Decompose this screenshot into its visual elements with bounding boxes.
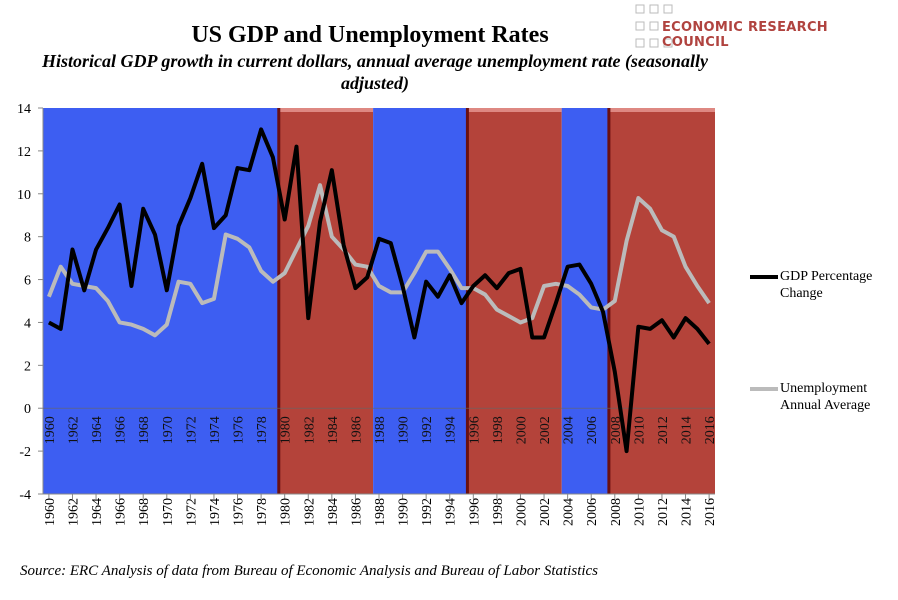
x-tick-label: 1976 bbox=[232, 498, 247, 526]
x-tick-label: 1966 bbox=[114, 498, 129, 526]
x-tick-label: 1986 bbox=[349, 498, 364, 526]
x-tick-label-inner: 1972 bbox=[184, 416, 199, 444]
y-tick-label: 10 bbox=[17, 188, 31, 203]
x-tick-label-inner: 1990 bbox=[397, 416, 412, 444]
x-tick-label: 1990 bbox=[397, 498, 412, 526]
y-tick-label: -4 bbox=[19, 488, 31, 503]
y-tick-label: 14 bbox=[17, 102, 31, 117]
x-tick-label-inner: 1978 bbox=[255, 416, 270, 444]
x-tick-label-inner: 2004 bbox=[562, 416, 577, 444]
x-tick-label-inner: 1974 bbox=[208, 416, 223, 444]
x-tick-label: 1984 bbox=[326, 498, 341, 526]
x-tick-label-inner: 1986 bbox=[349, 416, 364, 444]
x-tick-label: 2012 bbox=[656, 498, 671, 526]
x-tick-label: 2006 bbox=[585, 498, 600, 526]
x-tick-label: 2008 bbox=[609, 498, 624, 526]
x-tick-label-inner: 1996 bbox=[467, 416, 482, 444]
x-tick-label: 1988 bbox=[373, 498, 388, 526]
x-tick-label: 1992 bbox=[420, 498, 435, 526]
x-tick-label-inner: 1980 bbox=[279, 416, 294, 444]
y-tick-label: 12 bbox=[17, 145, 31, 160]
x-tick-label-inner: 1964 bbox=[90, 416, 105, 444]
x-tick-label-inner: 2000 bbox=[514, 416, 529, 444]
x-tick-label: 1980 bbox=[279, 498, 294, 526]
x-tick-label-inner: 2006 bbox=[585, 416, 600, 444]
source-note: Source: ERC Analysis of data from Bureau… bbox=[20, 563, 599, 579]
x-tick-label: 1982 bbox=[302, 498, 317, 526]
x-tick-label: 1970 bbox=[161, 498, 176, 526]
y-tick-label: 8 bbox=[24, 231, 31, 246]
x-tick-label-inner: 1960 bbox=[43, 416, 58, 444]
x-tick-label: 1996 bbox=[467, 498, 482, 526]
x-tick-label: 2010 bbox=[632, 498, 647, 526]
x-tick-label: 1994 bbox=[444, 498, 459, 526]
period-band-top bbox=[608, 108, 715, 112]
y-tick-label: 6 bbox=[24, 274, 31, 289]
chart-subtitle: Historical GDP growth in current dollars… bbox=[42, 51, 708, 93]
x-tick-label-inner: 1988 bbox=[373, 416, 388, 444]
x-tick-label: 2002 bbox=[538, 498, 553, 526]
x-tick-label-inner: 1966 bbox=[114, 416, 129, 444]
x-tick-label-inner: 2002 bbox=[538, 416, 553, 444]
x-tick-label: 2014 bbox=[680, 498, 695, 526]
legend-label: Unemployment Annual Average bbox=[780, 381, 871, 413]
x-tick-label: 1974 bbox=[208, 498, 223, 526]
legend-label: GDP Percentage Change bbox=[780, 269, 873, 301]
y-tick-label: 4 bbox=[24, 316, 31, 331]
x-tick-label-inner: 2012 bbox=[656, 416, 671, 444]
period-band bbox=[467, 108, 562, 494]
x-tick-label-inner: 1976 bbox=[232, 416, 247, 444]
x-tick-label-inner: 2014 bbox=[680, 416, 695, 444]
x-tick-label: 1964 bbox=[90, 498, 105, 526]
x-tick-label: 1962 bbox=[66, 498, 81, 526]
x-tick-label-inner: 1994 bbox=[444, 416, 459, 444]
x-tick-label: 1968 bbox=[137, 498, 152, 526]
y-tick-label: 2 bbox=[24, 359, 31, 374]
x-tick-label-inner: 1984 bbox=[326, 416, 341, 444]
x-tick-label-inner: 2016 bbox=[703, 416, 718, 444]
x-tick-label-inner: 1982 bbox=[302, 416, 317, 444]
logo-squares bbox=[635, 4, 673, 48]
x-tick-label-inner: 1968 bbox=[137, 416, 152, 444]
logo: ECONOMIC RESEARCH COUNCIL bbox=[662, 20, 828, 50]
period-band-top bbox=[278, 108, 374, 112]
period-band-top bbox=[467, 108, 562, 112]
x-tick-label: 2000 bbox=[514, 498, 529, 526]
period-band bbox=[608, 108, 715, 494]
series-line bbox=[47, 183, 711, 338]
y-tick-label: 0 bbox=[24, 402, 31, 417]
x-tick-label: 2004 bbox=[562, 498, 577, 526]
period-band bbox=[43, 108, 279, 494]
x-tick-label: 1998 bbox=[491, 498, 506, 526]
x-tick-label: 1960 bbox=[43, 498, 58, 526]
x-tick-label-inner: 2010 bbox=[632, 416, 647, 444]
y-tick-label: -2 bbox=[19, 445, 31, 460]
x-tick-label-inner: 1992 bbox=[420, 416, 435, 444]
x-tick-label-inner: 1970 bbox=[161, 416, 176, 444]
x-tick-label-inner: 1962 bbox=[66, 416, 81, 444]
chart-title: US GDP and Unemployment Rates bbox=[191, 22, 549, 48]
x-tick-label: 1972 bbox=[184, 498, 199, 526]
x-tick-label: 1978 bbox=[255, 498, 270, 526]
x-tick-label-inner: 2008 bbox=[609, 416, 624, 444]
period-band bbox=[278, 108, 374, 494]
x-tick-label: 2016 bbox=[703, 498, 718, 526]
x-tick-label-inner: 1998 bbox=[491, 416, 506, 444]
series-line bbox=[47, 127, 711, 454]
